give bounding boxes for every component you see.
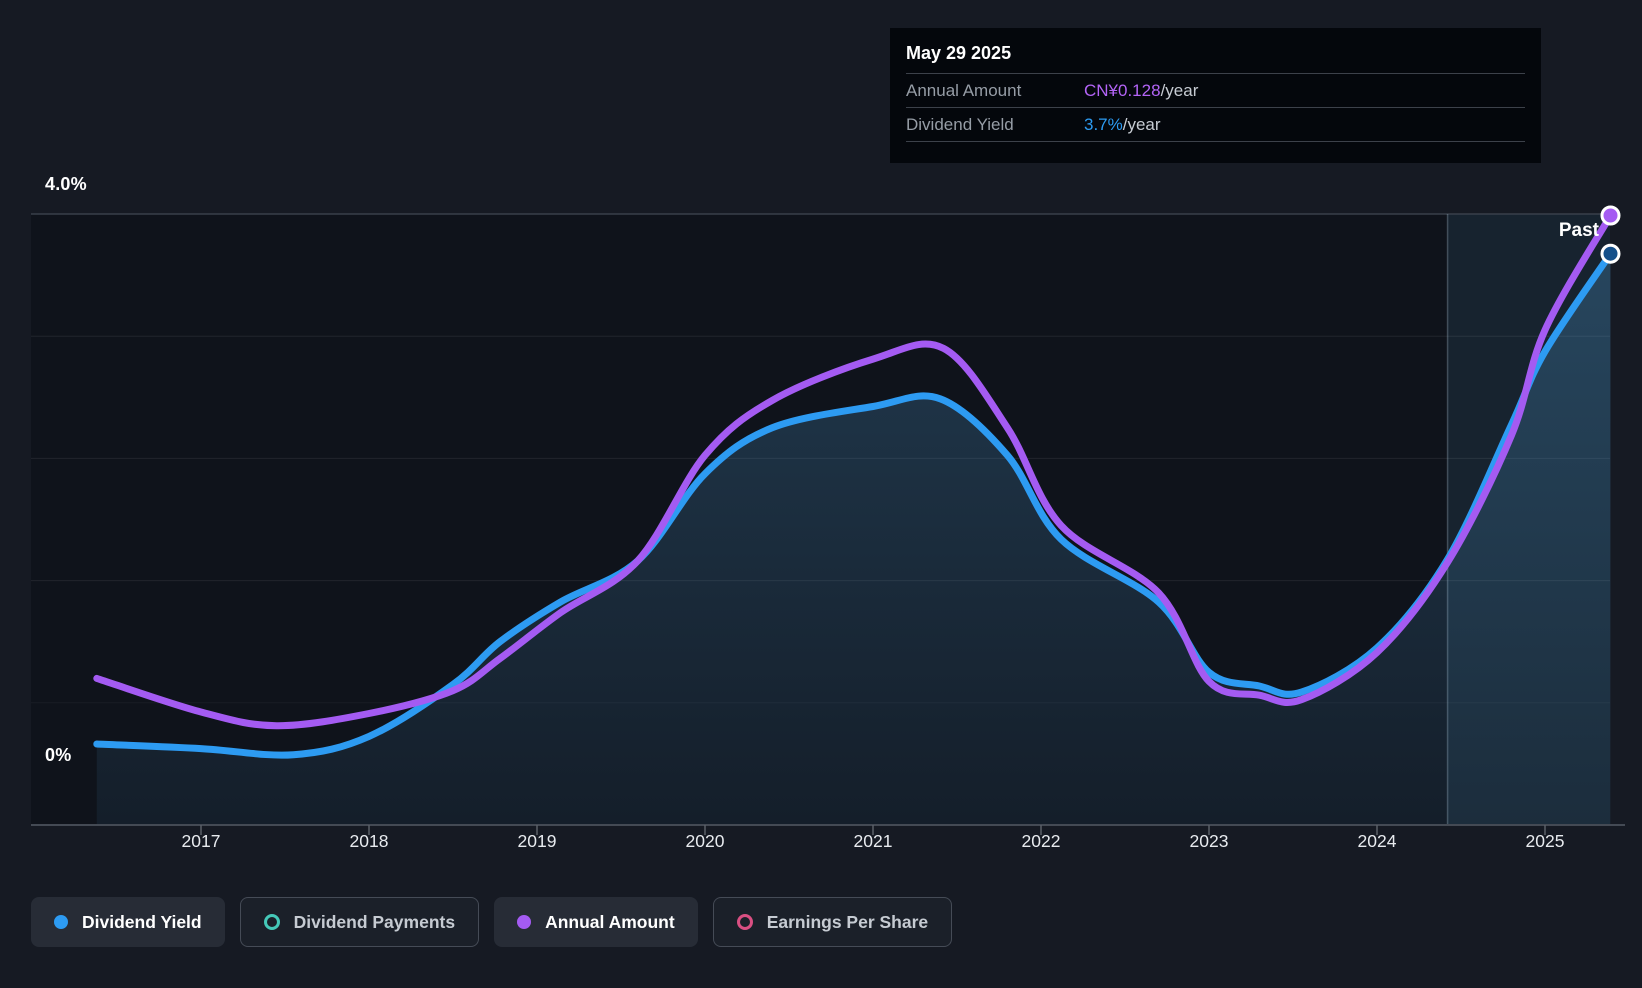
tooltip-rows: Annual Amount CN¥0.128/year Dividend Yield… xyxy=(906,73,1525,142)
annual-amount-end-marker xyxy=(1600,205,1621,226)
legend-item-label: Earnings Per Share xyxy=(766,911,929,932)
legend-item-earnings-per-share[interactable]: Earnings Per Share xyxy=(712,897,953,947)
legend-item-annual-amount[interactable]: Annual Amount xyxy=(494,897,698,947)
legend-item-dividend-yield[interactable]: Dividend Yield xyxy=(31,897,225,947)
x-axis-label-2024: 2024 xyxy=(1357,831,1397,851)
legend-item-label: Dividend Yield xyxy=(82,911,202,932)
earnings-per-share-marker-icon xyxy=(736,914,753,930)
dividend-payments-marker-icon xyxy=(263,914,280,930)
x-axis-label-2019: 2019 xyxy=(517,831,557,851)
x-axis-label-2018: 2018 xyxy=(349,831,389,851)
tooltip-row-label: Annual Amount xyxy=(906,80,1022,100)
tooltip-row-value: 3.7% xyxy=(1084,114,1123,134)
legend-item-label: Dividend Payments xyxy=(293,911,456,932)
dividend-yield-end-marker xyxy=(1600,243,1621,264)
tooltip-row-value: CN¥0.128 xyxy=(1084,80,1161,100)
tooltip-date: May 29 2025 xyxy=(906,43,1012,63)
y-axis-label-zero: 0% xyxy=(45,745,72,765)
annual-amount-line xyxy=(93,212,1614,730)
x-axis-label-2020: 2020 xyxy=(685,831,725,851)
x-axis-label-2021: 2021 xyxy=(853,831,893,851)
chart-tooltip: May 29 2025 Annual Amount CN¥0.128/year Di… xyxy=(890,28,1541,163)
tooltip-row-suffix: /year xyxy=(1160,80,1199,100)
past-region-label: Past xyxy=(1558,220,1599,241)
legend-item-dividend-payments[interactable]: Dividend Payments xyxy=(239,897,480,947)
annual-amount-marker-icon xyxy=(517,915,532,929)
x-axis-label-2022: 2022 xyxy=(1021,831,1061,851)
x-axis-label-2023: 2023 xyxy=(1189,831,1229,851)
x-axis-label-2025: 2025 xyxy=(1525,831,1565,851)
tooltip-row-suffix: /year xyxy=(1122,114,1161,134)
tooltip-row-dividend-yield: Dividend Yield 3.7%/year xyxy=(906,107,1525,141)
tooltip-row-label: Dividend Yield xyxy=(906,114,1014,134)
chart-legend: Dividend Yield Dividend Payments Annual Am… xyxy=(31,897,953,947)
tooltip-row-annual-amount: Annual Amount CN¥0.128/year xyxy=(906,73,1525,107)
y-axis-label-max: 4.0% xyxy=(45,174,87,194)
dividend-yield-marker-icon xyxy=(54,915,68,929)
x-axis-label-2017: 2017 xyxy=(181,831,221,851)
legend-item-label: Annual Amount xyxy=(545,911,675,932)
